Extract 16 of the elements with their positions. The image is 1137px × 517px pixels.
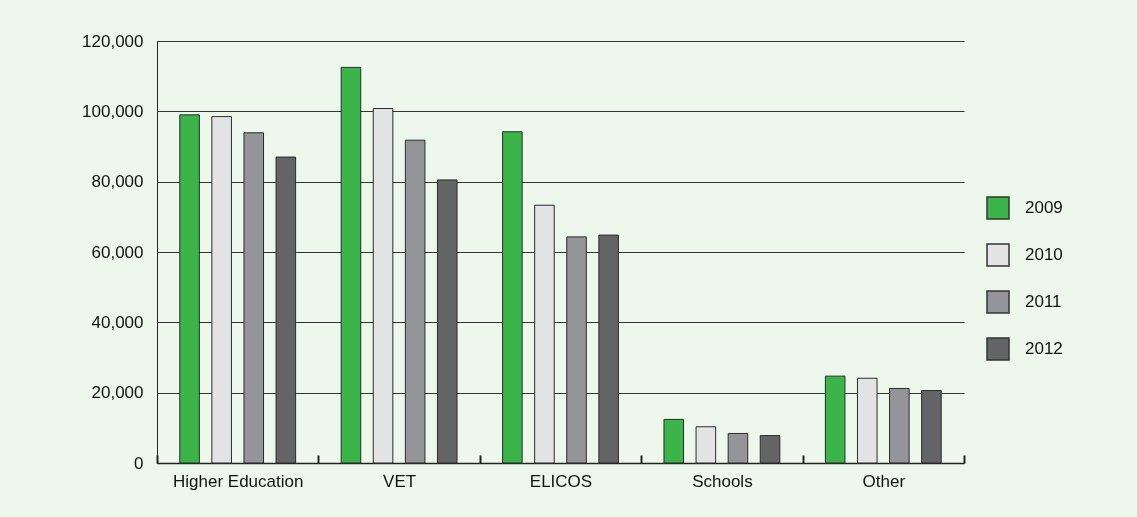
legend-label: 2011 <box>1025 292 1062 311</box>
y-tick-label: 0 <box>134 453 144 473</box>
y-tick-label: 20,000 <box>91 383 144 403</box>
legend-label: 2010 <box>1025 245 1063 264</box>
y-tick-label: 80,000 <box>91 172 144 192</box>
y-tick-label: 40,000 <box>91 312 144 332</box>
x-tick-label: Schools <box>692 471 753 491</box>
legend-label: 2009 <box>1025 198 1063 217</box>
x-tick-label: Other <box>862 471 906 491</box>
y-tick-label: 100,000 <box>82 101 144 121</box>
y-tick-label: 60,000 <box>91 242 144 262</box>
legend-label: 2012 <box>1025 339 1063 358</box>
x-tick-label: ELICOS <box>529 471 593 491</box>
y-tick-label: 120,000 <box>82 31 144 51</box>
x-tick-label: VET <box>383 471 417 491</box>
x-tick-label: Higher Education <box>172 471 304 491</box>
